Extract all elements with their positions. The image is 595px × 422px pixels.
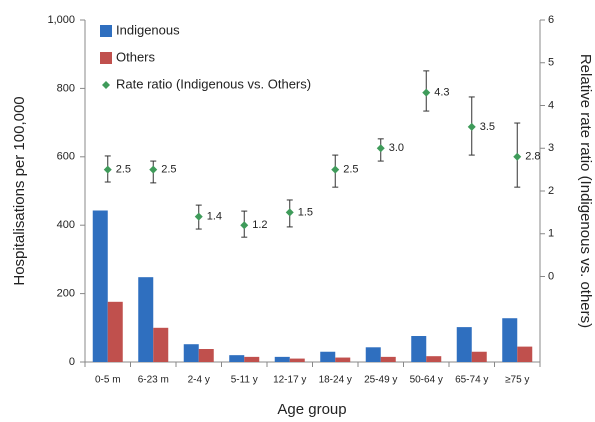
legend-marker (100, 52, 112, 64)
bar (502, 318, 518, 362)
data-label: 4.3 (434, 87, 449, 99)
legend-text: Indigenous (116, 22, 180, 37)
rate-point (513, 152, 522, 161)
bar (411, 336, 427, 362)
rate-point (331, 165, 340, 174)
bar (471, 351, 487, 362)
y2-tick-label: 3 (548, 142, 554, 154)
x-tick-label: 2-4 y (188, 375, 210, 386)
data-label: 2.5 (116, 164, 131, 176)
data-label: 2.5 (161, 164, 176, 176)
legend-text: Rate ratio (Indigenous vs. Others) (116, 76, 311, 91)
x-tick-label: 6-23 m (138, 375, 169, 386)
x-tick-label: 0-5 m (95, 375, 121, 386)
y-tick-label: 1,000 (47, 14, 75, 26)
bar (380, 356, 396, 362)
bar (229, 355, 245, 362)
bar (426, 356, 442, 362)
bar (456, 327, 472, 362)
y2-tick-label: 5 (548, 57, 554, 69)
bar (517, 346, 533, 362)
x-tick-label: 25-49 y (364, 375, 397, 386)
x-axis-label: Age group (277, 401, 346, 418)
legend-text: Others (116, 49, 156, 64)
y2-tick-label: 6 (548, 14, 554, 26)
x-tick-label: ≥75 y (505, 375, 529, 386)
bar (198, 349, 214, 362)
y-tick-label: 600 (57, 151, 75, 163)
y-tick-label: 0 (69, 356, 75, 368)
rate-point (149, 165, 158, 174)
legend-marker (100, 25, 112, 37)
y2-tick-label: 2 (548, 185, 554, 197)
bar (153, 327, 169, 362)
y2-tick-label: 1 (548, 228, 554, 240)
y-tick-label: 200 (57, 288, 75, 300)
data-label: 3.5 (480, 121, 495, 133)
y2-axis-label: Relative rate ratio (Indigenous vs. othe… (577, 54, 594, 328)
x-tick-label: 50-64 y (410, 375, 443, 386)
rate-point (103, 165, 112, 174)
bar (320, 351, 336, 362)
bar (92, 210, 108, 362)
rate-point (422, 88, 431, 97)
bar (244, 356, 260, 362)
bar (289, 358, 305, 362)
rate-point (467, 122, 476, 131)
x-tick-label: 18-24 y (319, 375, 352, 386)
x-tick-label: 65-74 y (455, 375, 488, 386)
data-label: 1.4 (207, 211, 222, 223)
bar (335, 357, 351, 362)
x-tick-label: 5-11 y (231, 375, 258, 386)
legend-marker (102, 81, 110, 89)
bar (107, 301, 123, 362)
bar (183, 344, 199, 362)
rate-point (376, 144, 385, 153)
y2-tick-label: 4 (548, 99, 554, 111)
data-label: 3.0 (389, 142, 404, 154)
bar (274, 356, 290, 362)
y2-tick-label: 0 (548, 270, 554, 282)
data-label: 2.5 (343, 164, 358, 176)
bar (138, 277, 154, 362)
y-tick-label: 800 (57, 82, 75, 94)
x-tick-label: 12-17 y (273, 375, 306, 386)
rate-point (194, 212, 203, 221)
data-label: 1.5 (298, 206, 313, 218)
rate-point (240, 221, 249, 230)
bar (365, 347, 381, 362)
y-axis-label: Hospitalisations per 100,000 (11, 96, 28, 285)
rate-point (285, 208, 294, 217)
data-label: 2.8 (525, 151, 540, 163)
data-label: 1.2 (252, 219, 267, 231)
y-tick-label: 400 (57, 219, 75, 231)
